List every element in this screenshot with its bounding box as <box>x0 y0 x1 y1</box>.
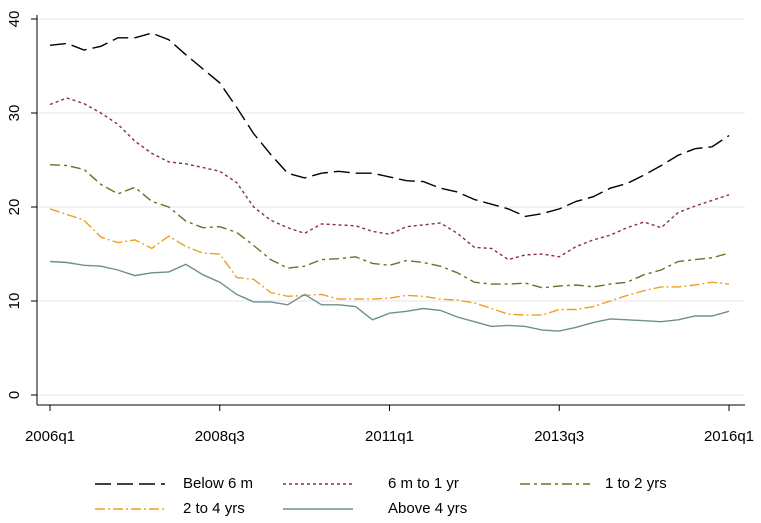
legend-label: 6 m to 1 yr <box>388 475 459 492</box>
y-tick-label: 20 <box>6 199 23 216</box>
series-line <box>49 164 730 289</box>
y-tick-label: 30 <box>6 105 23 122</box>
legend-label: 2 to 4 yrs <box>183 500 245 517</box>
y-tick-label: 40 <box>6 11 23 28</box>
x-tick-label: 2008q3 <box>195 428 245 445</box>
y-tick-label: 10 <box>6 293 23 310</box>
legend-label: Below 6 m <box>183 475 253 492</box>
series-line <box>49 208 730 316</box>
y-tick-label: 0 <box>6 391 23 399</box>
legend-label: 1 to 2 yrs <box>605 475 667 492</box>
series-line <box>49 97 730 261</box>
x-tick-label: 2006q1 <box>25 428 75 445</box>
series-line <box>49 260 730 332</box>
x-tick-label: 2011q1 <box>365 428 414 445</box>
legend-label: Above 4 yrs <box>388 500 467 517</box>
series-line <box>49 32 730 218</box>
x-tick-label: 2013q3 <box>534 428 584 445</box>
x-tick-label: 2016q1 <box>704 428 754 445</box>
